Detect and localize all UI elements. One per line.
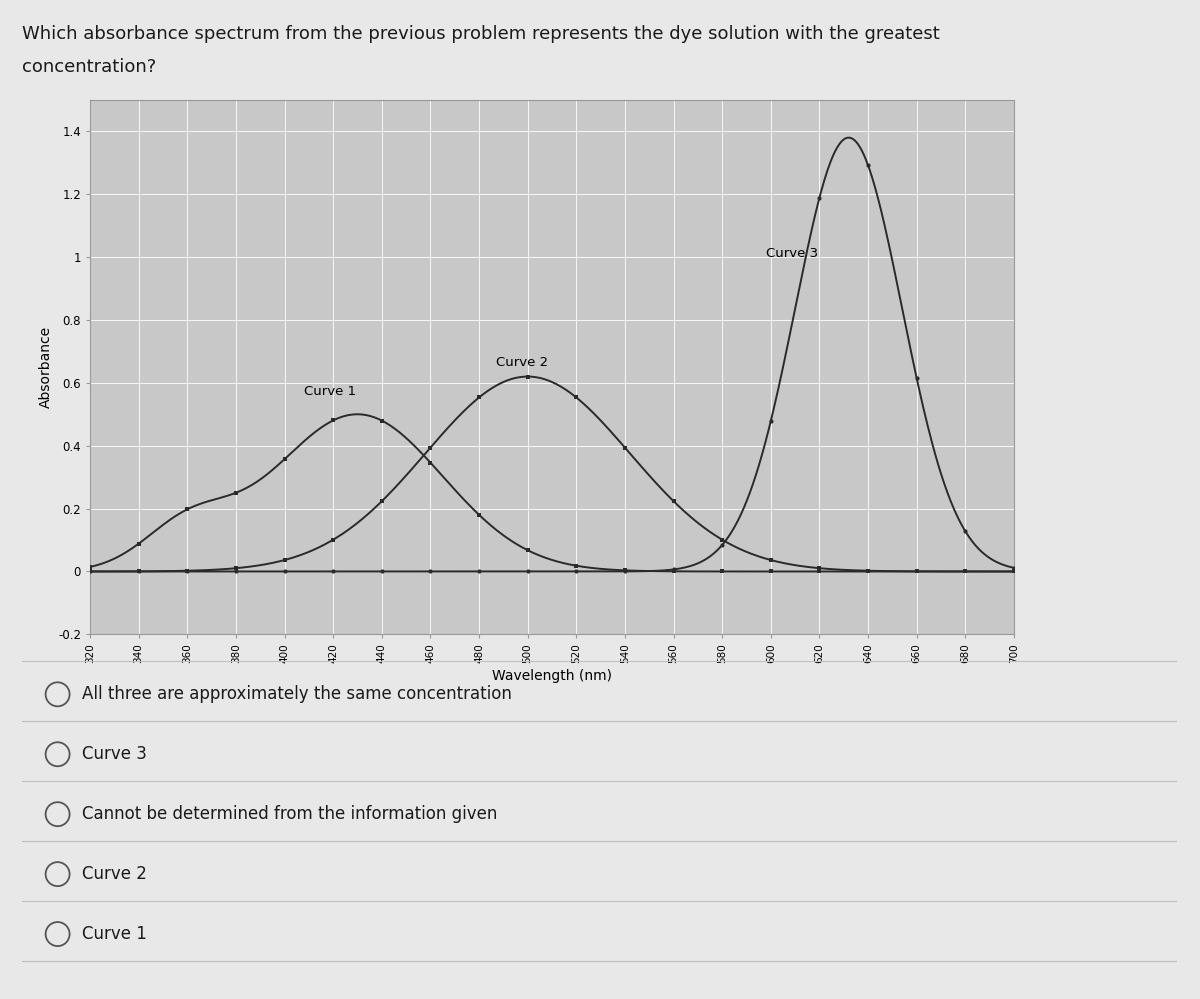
Y-axis label: Absorbance: Absorbance: [38, 326, 53, 409]
Text: Curve 3: Curve 3: [82, 745, 146, 763]
Text: Curve 3: Curve 3: [766, 247, 818, 260]
Text: Cannot be determined from the information given: Cannot be determined from the informatio…: [82, 805, 497, 823]
Text: Curve 2: Curve 2: [496, 356, 548, 369]
Text: All three are approximately the same concentration: All three are approximately the same con…: [82, 685, 511, 703]
Text: Which absorbance spectrum from the previous problem represents the dye solution : Which absorbance spectrum from the previ…: [22, 25, 940, 43]
Text: Curve 1: Curve 1: [304, 386, 356, 399]
Text: Curve 1: Curve 1: [82, 925, 146, 943]
X-axis label: Wavelength (nm): Wavelength (nm): [492, 668, 612, 682]
Text: concentration?: concentration?: [22, 58, 156, 76]
Text: Curve 2: Curve 2: [82, 865, 146, 883]
